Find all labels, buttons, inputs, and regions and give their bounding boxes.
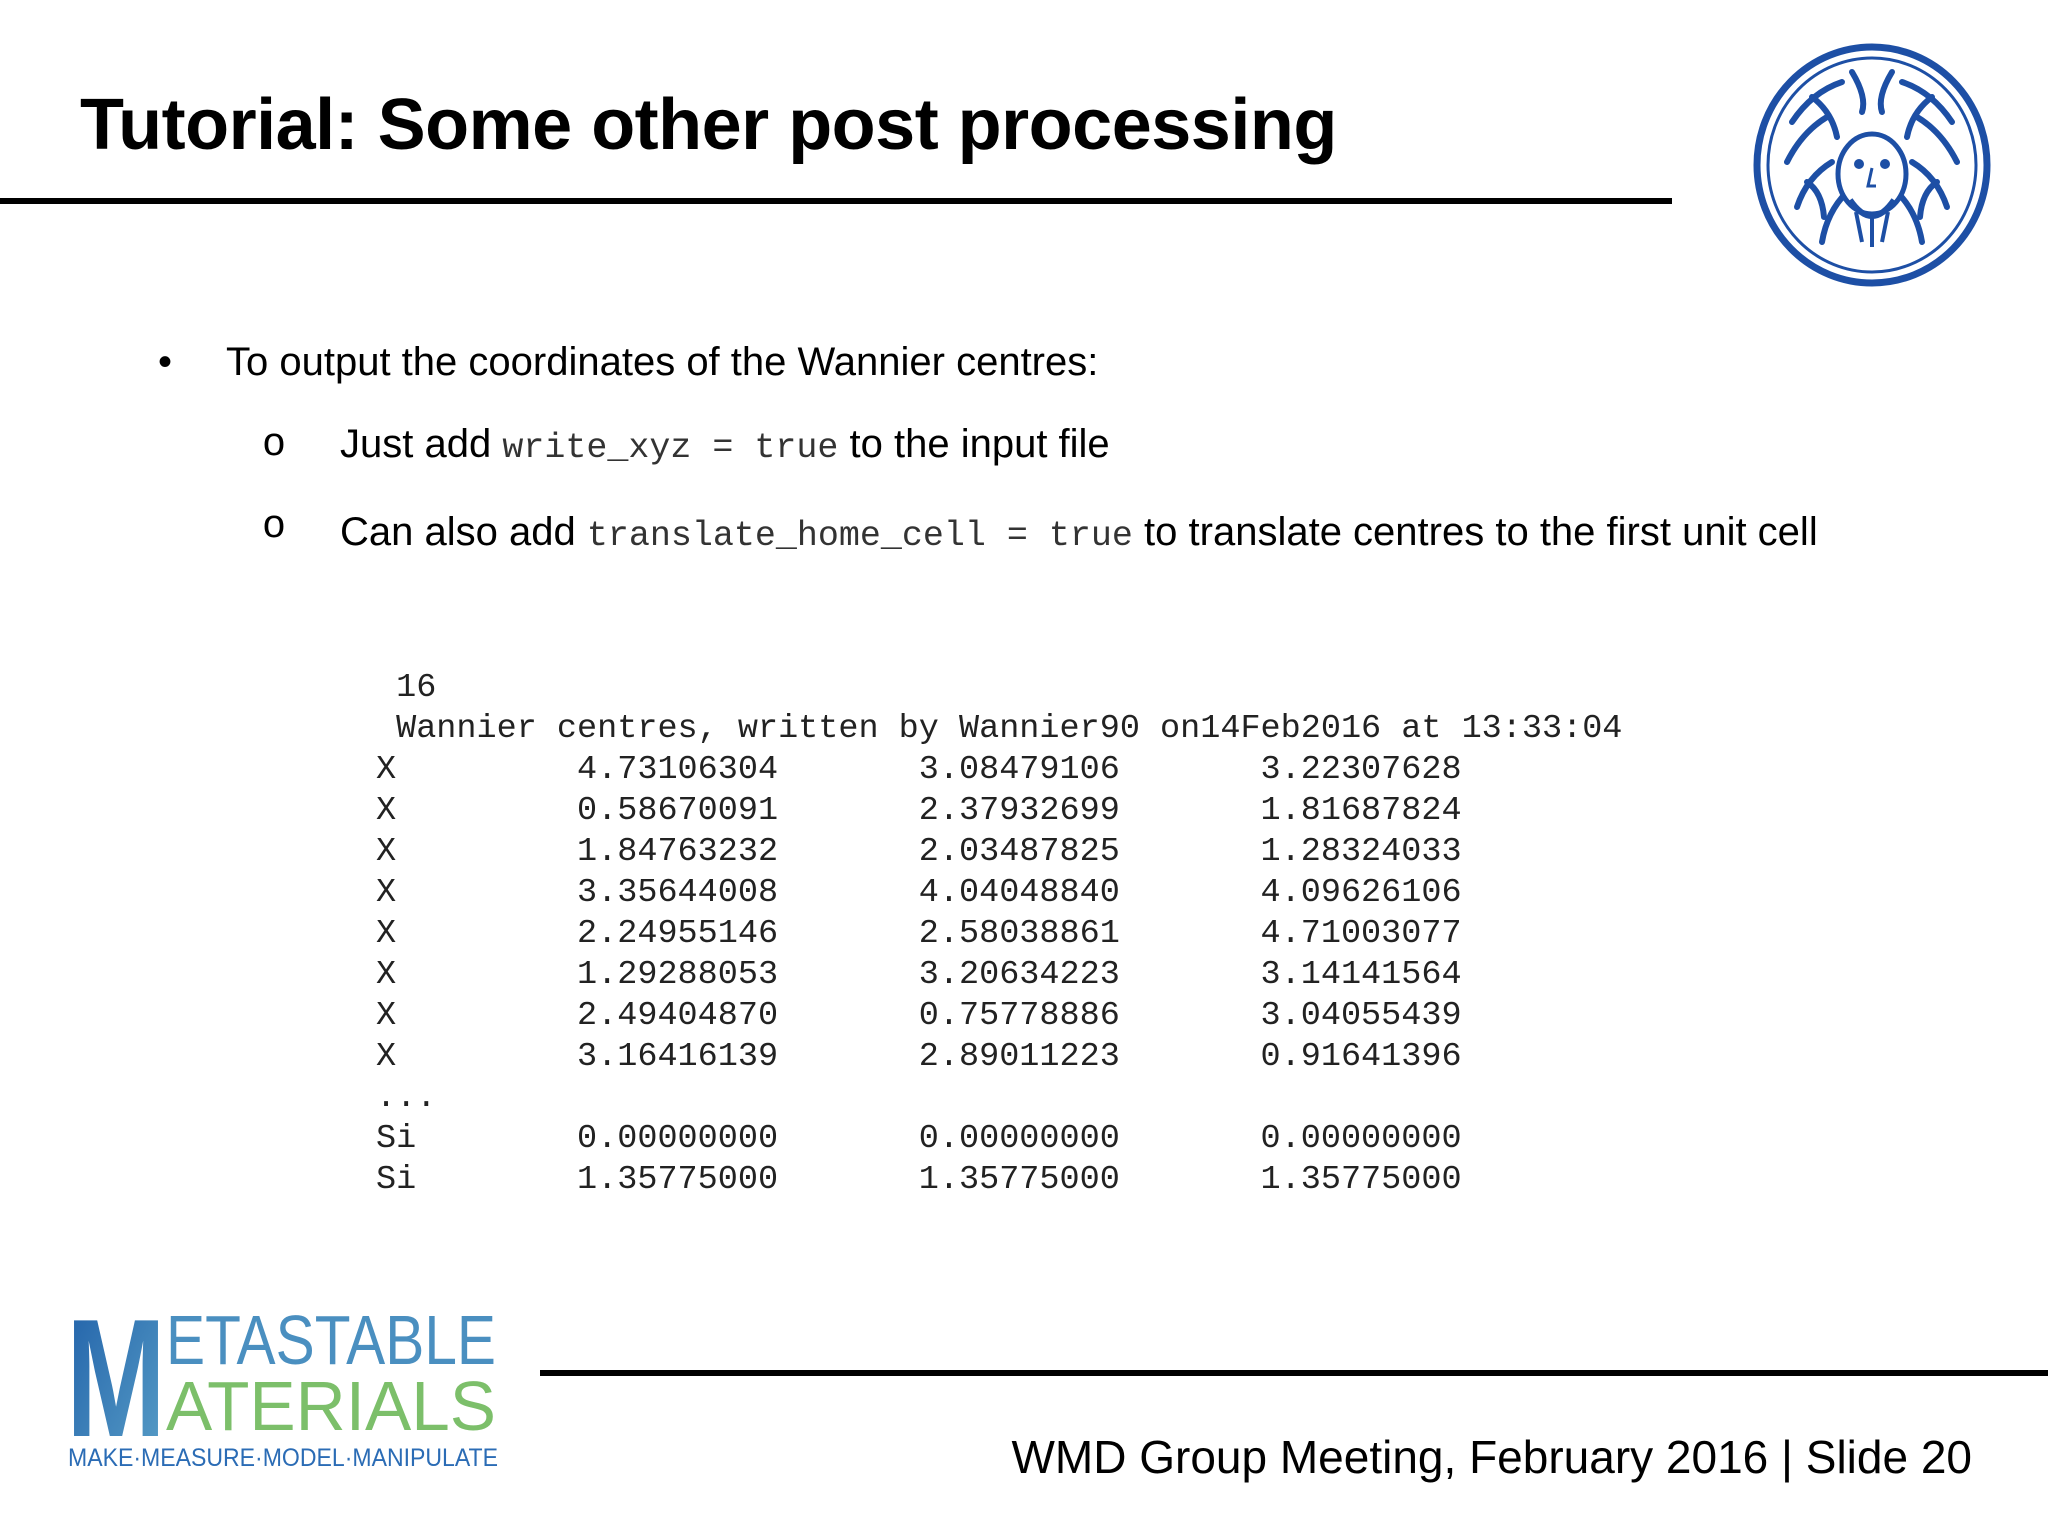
sub-bullet-write-xyz: Just add write_xyz = true to the input f… — [340, 422, 1110, 468]
sub-bullet-marker: o — [262, 423, 287, 468]
xyz-data-row: X 1.29288053 3.20634223 3.14141564 — [376, 956, 1462, 994]
footer-text: WMD Group Meeting, February 2016 | Slide… — [1011, 1431, 1973, 1483]
xyz-data-row: X 0.58670091 2.37932699 1.81687824 — [376, 792, 1462, 830]
xyz-data-row: X 2.24955146 2.58038861 4.71003077 — [376, 915, 1462, 953]
xyz-data-row: X 1.84763232 2.03487825 1.28324033 — [376, 833, 1462, 871]
xyz-file-listing: 16 Wannier centres, written by Wannier90… — [376, 668, 1622, 1201]
sub-bullet-text: Just add — [340, 422, 503, 466]
footer-divider — [540, 1370, 2048, 1376]
xyz-comment-line: Wannier centres, written by Wannier90 on… — [376, 710, 1623, 748]
xyz-atom-count: 16 — [376, 669, 437, 707]
bullet-main-text: To output the coordinates of the Wannier… — [226, 340, 1099, 384]
sub-bullet-text: to translate centres to the first unit c… — [1132, 510, 1818, 554]
sub-bullet-marker: o — [262, 505, 287, 550]
sub-bullet-translate-home-cell: Can also add translate_home_cell = true … — [340, 504, 1900, 564]
xyz-data-row: Si 1.35775000 1.35775000 1.35775000 — [376, 1161, 1462, 1199]
sub-bullet-text: Can also add — [340, 510, 587, 554]
metastable-materials-logo: M ETASTABLE ATERIALS MAKE·MEASURE·MODEL·… — [66, 1300, 498, 1472]
xyz-data-row: X 3.16416139 2.89011223 0.91641396 — [376, 1038, 1462, 1076]
xyz-ellipsis: ... — [376, 1079, 437, 1117]
logo-line1: ETASTABLE — [166, 1301, 496, 1379]
xyz-data-row: X 4.73106304 3.08479106 3.22307628 — [376, 751, 1462, 789]
xyz-data-row: Si 0.00000000 0.00000000 0.00000000 — [376, 1120, 1462, 1158]
university-seal-icon — [1753, 43, 1991, 287]
xyz-data-row: X 2.49404870 0.75778886 3.04055439 — [376, 997, 1462, 1035]
logo-line2: ATERIALS — [166, 1367, 496, 1445]
xyz-data-row: X 3.35644008 4.04048840 4.09626106 — [376, 874, 1462, 912]
sub-bullet-text: to the input file — [838, 422, 1110, 466]
logo-tagline: MAKE·MEASURE·MODEL·MANIPULATE — [68, 1444, 498, 1472]
logo-big-letter: M — [66, 1300, 166, 1472]
bullet-marker: • — [158, 340, 173, 384]
code-translate-home-cell: translate_home_cell = true — [586, 516, 1133, 556]
title-divider — [0, 198, 1672, 204]
slide-title: Tutorial: Some other post processing — [80, 85, 1337, 165]
code-write-xyz: write_xyz = true — [502, 428, 839, 468]
